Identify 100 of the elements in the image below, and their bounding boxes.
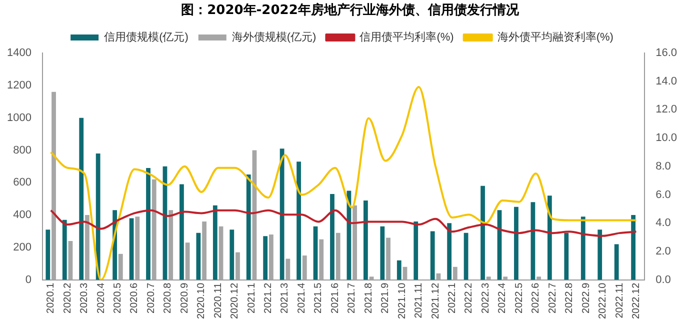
bar	[464, 232, 468, 280]
bar	[319, 239, 324, 280]
y-tick-label: 600	[13, 176, 32, 189]
legend-label: 信用债平均利率(%)	[360, 30, 454, 44]
x-tick-label: 2020.3	[79, 282, 90, 314]
x-tick-label: 2021.6	[330, 282, 341, 314]
x-tick-label: 2021.3	[280, 282, 291, 314]
bar	[430, 231, 435, 280]
bar	[336, 232, 340, 280]
bar	[85, 215, 90, 280]
bar	[96, 153, 100, 280]
bar	[330, 194, 334, 280]
bar	[196, 232, 201, 280]
bar	[447, 223, 452, 280]
y2-tick-label: 0.0	[656, 274, 671, 286]
bar	[503, 276, 508, 280]
y-tick-label: 1000	[6, 112, 32, 124]
x-tick-label: 2022.3	[480, 282, 492, 314]
x-tick-label: 2022.11	[614, 282, 626, 318]
y2-tick-label: 8.0	[656, 160, 671, 172]
y2-tick-label: 4.0	[656, 217, 671, 230]
x-tick-label: 2020.6	[129, 282, 140, 314]
bar	[564, 232, 569, 280]
y-tick-label: 400	[13, 209, 32, 222]
bar	[363, 200, 368, 280]
bar	[52, 92, 56, 280]
bar	[62, 220, 67, 280]
y2-tick-label: 14.0	[656, 75, 678, 88]
x-tick-label: 2021.10	[396, 282, 408, 320]
bar	[352, 205, 358, 280]
bar	[386, 238, 390, 280]
bar	[135, 216, 140, 280]
x-tick-label: 2021.9	[380, 282, 392, 314]
bar	[536, 276, 541, 280]
bar	[230, 230, 234, 280]
y2-tick-label: 16.0	[656, 47, 678, 60]
bar	[129, 218, 134, 280]
bar	[180, 184, 184, 280]
legend-label: 信用债规模(亿元)	[104, 32, 188, 44]
y2-tick-label: 10.0	[656, 132, 678, 144]
x-tick-label: 2020.1	[46, 282, 57, 314]
bar	[246, 174, 251, 280]
bar	[185, 242, 190, 280]
bar	[380, 226, 385, 280]
bar	[46, 230, 50, 280]
bar	[218, 226, 224, 280]
x-tick-label: 2020.9	[179, 282, 190, 314]
bar	[547, 196, 552, 280]
x-tick-label: 2020.12	[230, 282, 241, 320]
x-tick-label: 2022.9	[580, 282, 592, 314]
line-series	[50, 209, 638, 237]
bar	[396, 260, 402, 280]
bar	[302, 256, 307, 280]
bar	[286, 258, 290, 280]
legend-label: 海外债平均融资利率(%)	[497, 30, 614, 44]
x-tick-label: 2021.5	[313, 282, 324, 314]
bar	[146, 168, 150, 280]
bar	[480, 186, 485, 280]
x-tick-label: 2021.12	[430, 282, 442, 320]
x-tick-label: 2021.11	[414, 282, 425, 318]
bar	[263, 236, 268, 280]
bar	[598, 230, 602, 280]
chart-title: 图：2020年-2022年房地产行业海外债、信用债发行情况	[180, 2, 520, 20]
y2-tick-label: 2.0	[656, 246, 671, 258]
x-tick-label: 2021.8	[363, 282, 374, 314]
y2-tick-label: 6.0	[656, 188, 671, 201]
x-tick-label: 2020.10	[196, 282, 208, 320]
bar	[452, 266, 458, 280]
x-tick-label: 2020.8	[162, 282, 174, 314]
x-tick-label: 2022.5	[514, 282, 525, 314]
x-tick-label: 2022.4	[497, 282, 508, 314]
y2-tick-label: 12.0	[656, 104, 678, 116]
y-tick-label: 200	[13, 241, 32, 254]
bar	[614, 244, 619, 280]
x-tick-label: 2020.11	[212, 282, 224, 318]
bar	[414, 222, 418, 280]
y-tick-label: 0	[25, 274, 32, 286]
bar	[68, 240, 73, 280]
bar	[118, 254, 123, 280]
bar	[296, 162, 301, 280]
x-tick-label: 2020.5	[112, 282, 124, 314]
y-tick-label: 800	[13, 144, 32, 156]
x-tick-label: 2021.1	[246, 282, 258, 314]
bar	[236, 252, 240, 280]
bar	[168, 210, 174, 280]
legend-label: 海外债规模(亿元)	[232, 32, 316, 44]
bar	[280, 148, 284, 280]
x-tick-label: 2022.6	[530, 282, 542, 314]
x-tick-label: 2020.4	[96, 282, 107, 314]
bar	[514, 206, 518, 280]
x-tick-label: 2021.7	[346, 282, 358, 314]
x-tick-label: 2022.1	[446, 282, 458, 314]
x-tick-label: 2022.2	[464, 282, 475, 314]
x-tick-label: 2022.7	[547, 282, 558, 314]
bar	[313, 226, 318, 280]
y-tick-label: 1200	[6, 79, 32, 92]
y-tick-label: 1400	[6, 47, 32, 60]
x-tick-label: 2021.2	[263, 282, 274, 314]
x-tick-label: 2022.10	[598, 282, 609, 320]
bar	[631, 215, 636, 280]
